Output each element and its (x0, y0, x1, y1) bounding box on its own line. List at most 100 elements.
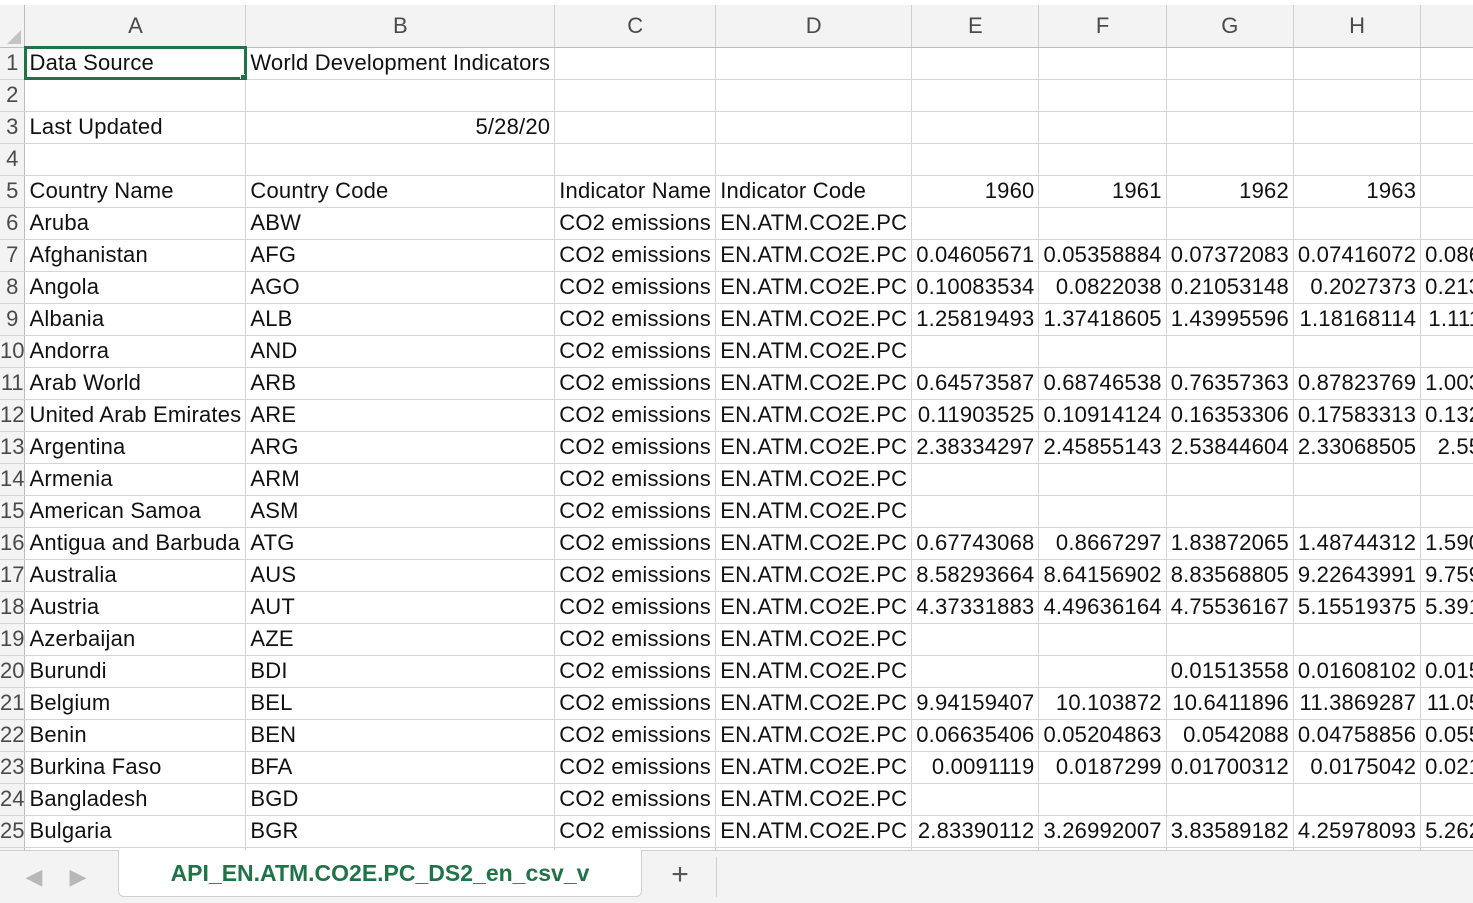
cell-g26[interactable] (1166, 847, 1294, 850)
cell-d5[interactable]: Indicator Code (715, 175, 913, 208)
cell-h7[interactable]: 0.07416072 (1293, 239, 1422, 272)
cell-h15[interactable] (1293, 495, 1422, 528)
cell-e26[interactable] (911, 847, 1040, 850)
cell-h13[interactable]: 2.33068505 (1293, 431, 1422, 464)
cell-c18[interactable]: CO2 emissions (554, 591, 717, 624)
cell-a15[interactable]: American Samoa (24, 495, 247, 528)
cell-b8[interactable]: AGO (245, 271, 556, 304)
cell-f10[interactable] (1038, 335, 1167, 368)
cell-f1[interactable] (1038, 47, 1167, 80)
cell-e16[interactable]: 0.67743068 (911, 527, 1040, 560)
cell-d15[interactable]: EN.ATM.CO2E.PC (715, 495, 913, 528)
cell-d12[interactable]: EN.ATM.CO2E.PC (715, 399, 913, 432)
cell-g21[interactable]: 10.6411896 (1166, 687, 1294, 720)
cell-f15[interactable] (1038, 495, 1167, 528)
cell-h22[interactable]: 0.04758856 (1293, 719, 1422, 752)
cell-e2[interactable] (911, 79, 1040, 112)
cell-a12[interactable]: United Arab Emirates (24, 399, 247, 432)
cell-i10[interactable] (1420, 335, 1473, 368)
column-header-f[interactable]: F (1038, 5, 1167, 48)
cell-d17[interactable]: EN.ATM.CO2E.PC (715, 559, 913, 592)
cell-i7[interactable]: 0.08617361 (1420, 239, 1473, 272)
cell-f20[interactable] (1038, 655, 1167, 688)
cell-d19[interactable]: EN.ATM.CO2E.PC (715, 623, 913, 656)
cell-g15[interactable] (1166, 495, 1294, 528)
row-header[interactable]: 8 (0, 271, 26, 304)
cell-i23[interactable]: 0.02157528 (1420, 751, 1473, 784)
cell-b25[interactable]: BGR (245, 815, 556, 848)
cell-b13[interactable]: ARG (245, 431, 556, 464)
cell-i12[interactable]: 0.13282478 (1420, 399, 1473, 432)
fill-handle[interactable] (240, 73, 245, 78)
cell-h23[interactable]: 0.0175042 (1293, 751, 1422, 784)
cell-a1[interactable]: Data Source (23, 46, 247, 80)
cell-c3[interactable] (554, 111, 717, 144)
cell-h11[interactable]: 0.87823769 (1293, 367, 1422, 400)
cell-g23[interactable]: 0.01700312 (1166, 751, 1294, 784)
row-header[interactable]: 4 (0, 143, 26, 176)
cell-c8[interactable]: CO2 emissions (554, 271, 717, 304)
cell-e8[interactable]: 0.10083534 (911, 271, 1040, 304)
cell-d13[interactable]: EN.ATM.CO2E.PC (715, 431, 913, 464)
cell-b23[interactable]: BFA (245, 751, 556, 784)
row-header[interactable]: 15 (0, 495, 26, 528)
cell-f9[interactable]: 1.37418605 (1038, 303, 1167, 336)
cell-b17[interactable]: AUS (245, 559, 556, 592)
cell-a5[interactable]: Country Name (24, 175, 247, 208)
cell-b19[interactable]: AZE (245, 623, 556, 656)
cell-d25[interactable]: EN.ATM.CO2E.PC (715, 815, 913, 848)
cell-h21[interactable]: 11.3869287 (1293, 687, 1422, 720)
cell-b18[interactable]: AUT (245, 591, 556, 624)
cell-i14[interactable] (1420, 463, 1473, 496)
cell-e6[interactable] (911, 207, 1040, 240)
cell-c22[interactable]: CO2 emissions (554, 719, 717, 752)
cell-f8[interactable]: 0.0822038 (1038, 271, 1167, 304)
cell-h14[interactable] (1293, 463, 1422, 496)
cell-i19[interactable] (1420, 623, 1473, 656)
cell-f11[interactable]: 0.68746538 (1038, 367, 1167, 400)
cell-c20[interactable]: CO2 emissions (554, 655, 717, 688)
cell-f21[interactable]: 10.103872 (1038, 687, 1167, 720)
cell-e17[interactable]: 8.58293664 (911, 559, 1040, 592)
cell-h1[interactable] (1293, 47, 1422, 80)
cell-c9[interactable]: CO2 emissions (554, 303, 717, 336)
row-header[interactable]: 22 (0, 719, 26, 752)
add-sheet-button[interactable]: + (671, 858, 689, 891)
cell-c26[interactable] (554, 847, 717, 850)
cell-f17[interactable]: 8.64156902 (1038, 559, 1167, 592)
cell-b5[interactable]: Country Code (245, 175, 556, 208)
cell-h8[interactable]: 0.2027373 (1293, 271, 1422, 304)
cell-c23[interactable]: CO2 emissions (554, 751, 717, 784)
cell-c5[interactable]: Indicator Name (554, 175, 717, 208)
cell-b24[interactable]: BGD (245, 783, 556, 816)
cell-a19[interactable]: Azerbaijan (24, 623, 247, 656)
cell-f6[interactable] (1038, 207, 1167, 240)
cell-a8[interactable]: Angola (24, 271, 247, 304)
column-header-e[interactable]: E (911, 5, 1040, 48)
cell-e24[interactable] (911, 783, 1040, 816)
cell-b21[interactable]: BEL (245, 687, 556, 720)
cell-g1[interactable] (1166, 47, 1294, 80)
cell-a26[interactable] (24, 847, 247, 850)
cell-g4[interactable] (1166, 143, 1294, 176)
cell-c10[interactable]: CO2 emissions (554, 335, 717, 368)
cell-h20[interactable]: 0.01608102 (1293, 655, 1422, 688)
next-sheet-icon[interactable]: ▶ (69, 864, 87, 889)
cell-h25[interactable]: 4.25978093 (1293, 815, 1422, 848)
cell-c24[interactable]: CO2 emissions (554, 783, 717, 816)
cell-a9[interactable]: Albania (24, 303, 247, 336)
cell-i24[interactable] (1420, 783, 1473, 816)
cell-d23[interactable]: EN.ATM.CO2E.PC (715, 751, 913, 784)
cell-g17[interactable]: 8.83568805 (1166, 559, 1294, 592)
cell-d6[interactable]: EN.ATM.CO2E.PC (715, 207, 913, 240)
row-header[interactable]: 10 (0, 335, 26, 368)
cell-f4[interactable] (1038, 143, 1167, 176)
cell-h10[interactable] (1293, 335, 1422, 368)
cell-e1[interactable] (911, 47, 1040, 80)
cell-f24[interactable] (1038, 783, 1167, 816)
cell-f22[interactable]: 0.05204863 (1038, 719, 1167, 752)
cell-b4[interactable] (245, 143, 556, 176)
cell-g18[interactable]: 4.75536167 (1166, 591, 1294, 624)
cell-f26[interactable] (1038, 847, 1167, 850)
cell-e4[interactable] (911, 143, 1040, 176)
